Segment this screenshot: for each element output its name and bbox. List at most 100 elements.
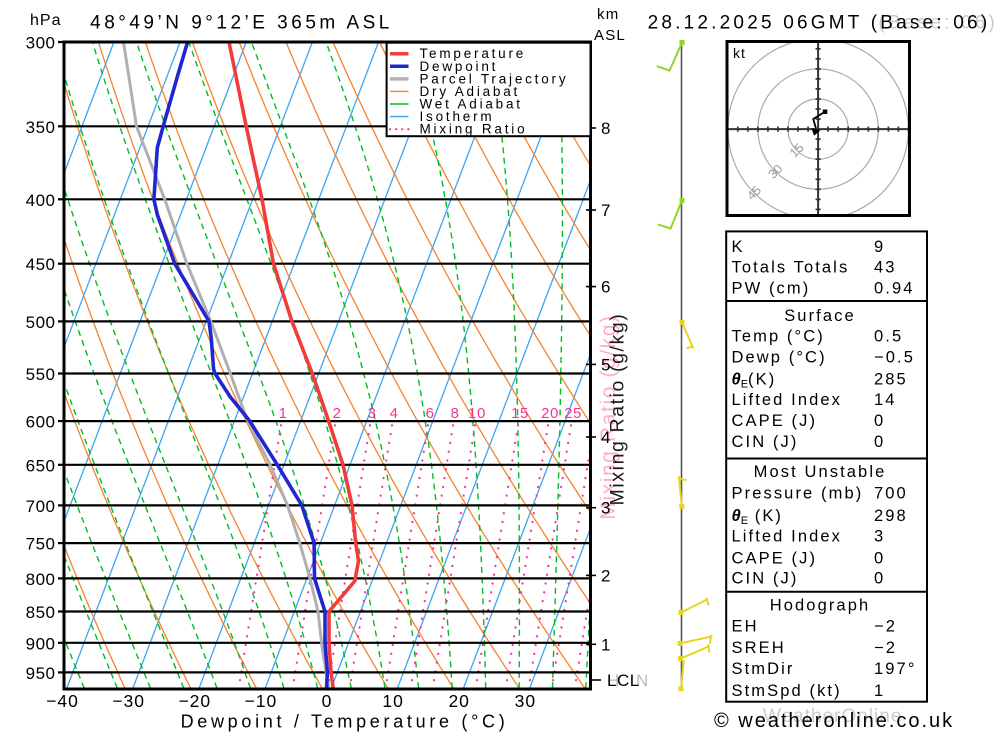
svg-text:0.5: 0.5 xyxy=(874,328,903,346)
svg-text:−0.5: −0.5 xyxy=(874,349,915,367)
svg-text:550: 550 xyxy=(26,365,56,384)
svg-text:298: 298 xyxy=(874,507,908,525)
svg-text:750: 750 xyxy=(26,535,56,554)
svg-text:7: 7 xyxy=(601,201,610,220)
svg-text:4: 4 xyxy=(601,428,610,447)
svg-text:43: 43 xyxy=(874,259,897,277)
svg-text:km: km xyxy=(597,6,619,23)
svg-text:900: 900 xyxy=(26,634,56,653)
svg-text:9: 9 xyxy=(874,238,885,256)
svg-text:Mixing Ratio: Mixing Ratio xyxy=(420,122,528,137)
svg-text:kt: kt xyxy=(733,45,746,61)
svg-text:Isotherm: Isotherm xyxy=(420,109,495,124)
svg-text:EH: EH xyxy=(732,618,759,636)
svg-text:Most Unstable: Most Unstable xyxy=(754,463,887,481)
svg-text:0: 0 xyxy=(874,433,885,451)
svg-text:H: H xyxy=(607,671,620,690)
svg-text:Dewp (°C): Dewp (°C) xyxy=(732,349,827,367)
svg-text:CAPE (J): CAPE (J) xyxy=(732,412,818,430)
svg-text:Mixing Ratio (g/kg): Mixing Ratio (g/kg) xyxy=(607,313,629,506)
svg-text:5: 5 xyxy=(601,355,610,374)
svg-text:θE(K): θE(K) xyxy=(732,370,777,390)
svg-text:0: 0 xyxy=(874,412,885,430)
svg-text:θE (K): θE (K) xyxy=(732,507,784,527)
svg-text:2: 2 xyxy=(601,566,610,585)
svg-text:0: 0 xyxy=(322,691,333,711)
svg-text:14: 14 xyxy=(874,391,897,409)
svg-text:850: 850 xyxy=(26,603,56,622)
svg-text:10: 10 xyxy=(468,405,486,422)
svg-text:StmDir: StmDir xyxy=(732,660,795,678)
svg-text:CIN (J): CIN (J) xyxy=(732,569,799,587)
svg-text:285: 285 xyxy=(874,370,908,388)
svg-text:197°: 197° xyxy=(874,660,917,678)
svg-text:450: 450 xyxy=(26,255,56,274)
svg-text:3: 3 xyxy=(874,528,885,546)
svg-text:−2: −2 xyxy=(874,618,897,636)
svg-text:1: 1 xyxy=(601,635,610,654)
svg-text:Pressure (mb): Pressure (mb) xyxy=(732,485,864,503)
svg-text:6: 6 xyxy=(601,278,610,297)
svg-text:25: 25 xyxy=(564,405,582,422)
svg-text:350: 350 xyxy=(26,118,56,137)
svg-text:48°49’N 9°12’E 365m ASL: 48°49’N 9°12’E 365m ASL xyxy=(90,13,393,34)
svg-text:SREH: SREH xyxy=(732,639,786,657)
svg-text:N: N xyxy=(636,671,649,690)
svg-text:800: 800 xyxy=(26,570,56,589)
svg-text:(Base: 06): (Base: 06) xyxy=(878,13,998,34)
svg-text:Mixing Ratio (g/kg): Mixing Ratio (g/kg) xyxy=(597,314,620,519)
svg-text:650: 650 xyxy=(26,456,56,475)
svg-text:−30: −30 xyxy=(112,691,145,711)
svg-text:3: 3 xyxy=(601,499,610,518)
svg-text:20: 20 xyxy=(541,405,559,422)
svg-text:6: 6 xyxy=(426,405,435,422)
svg-text:700: 700 xyxy=(26,497,56,516)
svg-text:600: 600 xyxy=(26,413,56,432)
svg-text:4: 4 xyxy=(390,405,399,422)
svg-text:400: 400 xyxy=(26,191,56,210)
svg-text:Temp (°C): Temp (°C) xyxy=(732,328,825,346)
svg-text:10: 10 xyxy=(382,691,403,711)
svg-text:LCL: LCL xyxy=(607,671,640,690)
svg-text:CIN (J): CIN (J) xyxy=(732,433,799,451)
svg-text:Totals Totals: Totals Totals xyxy=(732,259,850,277)
svg-text:28.12.2025 06GMT (Base: 06): 28.12.2025 06GMT (Base: 06) xyxy=(648,13,991,34)
svg-text:3: 3 xyxy=(368,405,377,422)
svg-text:30: 30 xyxy=(515,691,536,711)
svg-text:0: 0 xyxy=(874,569,885,587)
svg-text:950: 950 xyxy=(26,664,56,683)
svg-text:hPa: hPa xyxy=(30,12,61,29)
svg-text:PW (cm): PW (cm) xyxy=(732,280,811,298)
svg-text:1: 1 xyxy=(279,405,288,422)
svg-text:20: 20 xyxy=(448,691,469,711)
svg-text:Dewpoint: Dewpoint xyxy=(420,59,499,74)
svg-text:700: 700 xyxy=(874,485,908,503)
svg-text:© weatheronline.co.uk: © weatheronline.co.uk xyxy=(714,710,954,732)
svg-text:−40: −40 xyxy=(46,691,79,711)
svg-text:Parcel Trajectory: Parcel Trajectory xyxy=(420,71,569,86)
svg-text:Wet Adiabat: Wet Adiabat xyxy=(420,97,523,112)
svg-text:Surface: Surface xyxy=(784,307,856,325)
svg-text:Lifted Index: Lifted Index xyxy=(732,528,843,546)
svg-text:0.94: 0.94 xyxy=(874,280,915,298)
svg-text:−2: −2 xyxy=(874,639,897,657)
svg-text:1: 1 xyxy=(874,682,885,700)
svg-text:Temperature: Temperature xyxy=(420,46,527,61)
svg-text:Dewpoint / Temperature (°C): Dewpoint / Temperature (°C) xyxy=(181,712,509,732)
svg-text:Dry Adiabat: Dry Adiabat xyxy=(420,84,521,99)
svg-text:Hodograph: Hodograph xyxy=(770,596,871,614)
svg-text:−10: −10 xyxy=(245,691,278,711)
svg-text:CAPE (J): CAPE (J) xyxy=(732,549,818,567)
svg-text:K: K xyxy=(732,238,745,256)
svg-text:ASL: ASL xyxy=(594,27,626,44)
svg-text:2: 2 xyxy=(333,405,342,422)
svg-text:300: 300 xyxy=(26,34,56,53)
svg-text:8: 8 xyxy=(451,405,460,422)
svg-text:8: 8 xyxy=(601,119,610,138)
svg-text:Lifted Index: Lifted Index xyxy=(732,391,843,409)
svg-text:WeatherOnline: WeatherOnline xyxy=(763,706,902,727)
svg-text:500: 500 xyxy=(26,313,56,332)
svg-text:0: 0 xyxy=(874,549,885,567)
svg-text:15: 15 xyxy=(511,405,529,422)
svg-text:−20: −20 xyxy=(178,691,211,711)
